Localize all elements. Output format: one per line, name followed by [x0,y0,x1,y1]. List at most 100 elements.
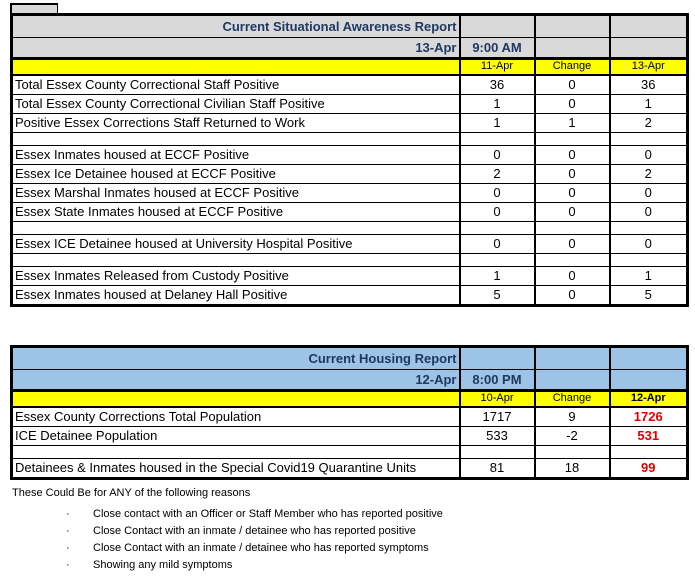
header-spacer-cell [533,37,611,60]
table-row: Essex ICE Detainee housed at University … [10,234,689,254]
table-row: Essex Inmates housed at Delaney Hall Pos… [10,285,689,306]
row-value: 81 [458,458,536,479]
row-value: 5 [608,285,689,306]
row-label: Positive Essex Corrections Staff Returne… [10,113,461,133]
report1-title-row: Current Situational Awareness Report [10,14,689,38]
row-value: 36 [458,74,536,95]
row-value: 0 [458,202,536,222]
row-value: 1 [608,266,689,286]
row-value [458,445,536,459]
row-value: 99 [608,458,689,479]
row-label: Detainees & Inmates housed in the Specia… [10,458,461,479]
table-row: Essex Marshal Inmates housed at ECCF Pos… [10,183,689,203]
row-value [533,132,611,146]
table-row: Essex Inmates housed at ECCF Positive 0 0 0 [10,145,689,165]
column-header-current: 13-Apr [608,58,689,76]
row-label: Essex Inmates housed at ECCF Positive [10,145,461,165]
reasons-list: · Close contact with an Officer or Staff … [12,506,443,574]
column-header-change: Change [533,390,611,408]
header-spacer-cell [608,37,689,60]
bullet-text: Showing any mild symptoms [93,559,233,571]
table-row: Total Essex County Correctional Staff Po… [10,74,689,95]
column-header-prev: 11-Apr [458,58,536,76]
row-label: ICE Detainee Population [10,426,461,446]
report2-title-row: Current Housing Report [10,346,689,370]
report1-date: 13-Apr [10,37,461,60]
row-value: 36 [608,74,689,95]
header-spacer-cell [608,346,689,370]
housing-report-table: Current Housing Report 12-Apr 8:00 PM 10… [10,345,689,480]
bullet-dot-icon: · [66,508,70,520]
report1-date-row: 13-Apr 9:00 AM [10,37,689,60]
header-spacer-cell [533,14,611,38]
row-value: 1 [533,113,611,133]
bullet-dot-icon: · [66,559,70,571]
row-value: 18 [533,458,611,479]
table-row: Positive Essex Corrections Staff Returne… [10,113,689,133]
row-value [458,221,536,235]
cropped-cell-fragment [10,3,58,15]
row-value: 2 [608,113,689,133]
row-value: 0 [608,183,689,203]
row-value: 0 [533,285,611,306]
row-value: 0 [533,202,611,222]
bullet-dot-icon: · [66,525,70,537]
row-label: Essex Marshal Inmates housed at ECCF Pos… [10,183,461,203]
header-spacer-cell [458,14,536,38]
row-value: 1 [458,113,536,133]
row-value: 533 [458,426,536,446]
table-row: Essex County Corrections Total Populatio… [10,406,689,427]
spacer-row [10,132,689,146]
reasons-intro: These Could Be for ANY of the following … [12,487,251,499]
row-label: Essex Inmates Released from Custody Posi… [10,266,461,286]
row-value [533,221,611,235]
row-value [608,132,689,146]
reason-bullet: · Showing any mild symptoms [12,557,443,574]
header-spacer-cell [533,346,611,370]
row-value: 0 [533,183,611,203]
reasons-footer: These Could Be for ANY of the following … [12,487,443,574]
header-spacer-cell [533,369,611,392]
row-value: 0 [458,234,536,254]
row-value [533,253,611,267]
report2-date-row: 12-Apr 8:00 PM [10,369,689,392]
report2-column-header-row: 10-Apr Change 12-Apr [10,390,689,408]
spacer-row [10,445,689,459]
report2-time: 8:00 PM [458,369,536,392]
table-row: Essex State Inmates housed at ECCF Posit… [10,202,689,222]
row-value: 1717 [458,406,536,427]
header-spacer-cell [608,14,689,38]
row-value: 531 [608,426,689,446]
row-value: 0 [458,183,536,203]
column-header-current: 12-Apr [608,390,689,408]
report2-title: Current Housing Report [10,346,461,370]
row-value: 0 [533,94,611,114]
row-label: Total Essex County Correctional Civilian… [10,94,461,114]
row-value: 1726 [608,406,689,427]
header-spacer-cell [458,346,536,370]
row-value [608,253,689,267]
row-value: 0 [533,234,611,254]
row-label: Essex Ice Detainee housed at ECCF Positi… [10,164,461,184]
row-label [10,445,461,459]
row-value: -2 [533,426,611,446]
row-label: Essex Inmates housed at Delaney Hall Pos… [10,285,461,306]
row-value [458,253,536,267]
reason-bullet: · Close Contact with an inmate / detainee… [12,540,443,557]
header-spacer-cell [608,369,689,392]
reason-bullet: · Close contact with an Officer or Staff … [12,506,443,523]
row-value: 1 [608,94,689,114]
row-value: 0 [533,74,611,95]
report2-date: 12-Apr [10,369,461,392]
row-value: 0 [458,145,536,165]
spacer-row [10,221,689,235]
report1-time: 9:00 AM [458,37,536,60]
column-header-spacer [10,58,461,76]
row-value: 0 [608,145,689,165]
table-row: Essex Inmates Released from Custody Posi… [10,266,689,286]
row-value: 5 [458,285,536,306]
row-value [608,445,689,459]
table-row: ICE Detainee Population 533 -2 531 [10,426,689,446]
row-value: 1 [458,94,536,114]
